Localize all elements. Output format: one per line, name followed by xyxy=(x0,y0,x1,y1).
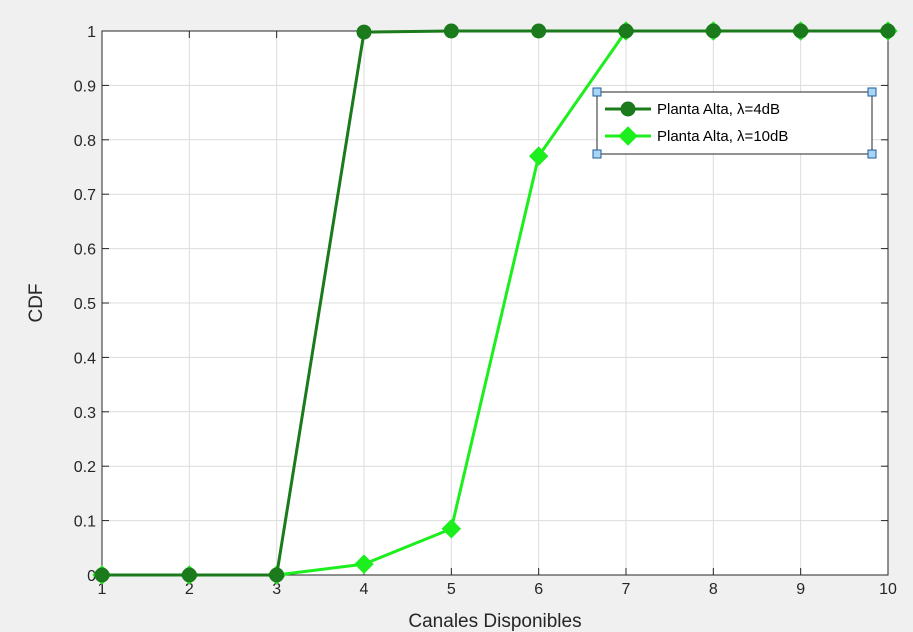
series-layer xyxy=(92,21,898,585)
y-tick-labels: 0 0.1 0.2 0.3 0.4 0.5 0.6 0.7 0.8 0.9 1 xyxy=(74,24,96,585)
legend-marker-circle xyxy=(620,101,636,117)
legend-entry[interactable]: Planta Alta, λ=4dB xyxy=(605,101,780,118)
data-point-diamond xyxy=(354,554,374,574)
x-tick-label: 8 xyxy=(709,581,718,598)
legend-label: Planta Alta, λ=4dB xyxy=(657,101,780,118)
x-tick-label: 1 xyxy=(98,581,107,598)
data-point-circle xyxy=(793,23,809,39)
legend-label: Planta Alta, λ=10dB xyxy=(657,128,788,145)
data-point-circle xyxy=(531,23,547,39)
y-tick-label: 0.1 xyxy=(74,514,96,531)
data-point-circle xyxy=(705,23,721,39)
y-tick-label: 0.5 xyxy=(74,296,96,313)
y-tick-label: 0.2 xyxy=(74,459,96,476)
x-axis-label: Canales Disponibles xyxy=(408,611,581,632)
y-tick-label: 0 xyxy=(87,568,96,585)
data-point-diamond xyxy=(441,519,462,539)
series-1 xyxy=(94,23,896,583)
data-point-circle xyxy=(356,24,372,40)
series-line xyxy=(102,29,888,577)
x-tick-label: 3 xyxy=(272,581,281,598)
selection-handle[interactable] xyxy=(867,87,877,97)
y-tick-label: 0.3 xyxy=(74,405,96,422)
y-axis-label: CDF xyxy=(26,283,47,322)
y-tick-label: 0.9 xyxy=(74,78,96,95)
data-point-circle xyxy=(618,23,634,39)
x-tick-label: 10 xyxy=(879,581,897,598)
y-tick-label: 1 xyxy=(87,24,96,41)
selection-handle[interactable] xyxy=(592,149,602,159)
x-tick-label: 7 xyxy=(622,581,631,598)
x-tick-label: 9 xyxy=(796,581,805,598)
data-point-circle xyxy=(181,567,197,583)
y-tick-label: 0.6 xyxy=(74,242,96,259)
data-point-diamond xyxy=(528,146,549,166)
data-point-circle xyxy=(269,567,285,583)
data-point-circle xyxy=(880,23,896,39)
x-tick-label: 2 xyxy=(185,581,194,598)
data-point-circle xyxy=(443,23,459,39)
y-tick-label: 0.4 xyxy=(74,350,96,367)
legend-entry[interactable]: Planta Alta, λ=10dB xyxy=(605,126,788,146)
y-tick-label: 0.8 xyxy=(74,133,96,150)
y-tick-label: 0.7 xyxy=(74,187,96,204)
x-tick-label: 6 xyxy=(534,581,543,598)
legend-box xyxy=(596,91,873,155)
selection-handle[interactable] xyxy=(867,149,877,159)
x-tick-label: 5 xyxy=(447,581,456,598)
legend-marker-diamond xyxy=(618,126,638,146)
data-point-circle xyxy=(94,567,110,583)
selection-handle[interactable] xyxy=(592,87,602,97)
x-tick-labels: 1 2 3 4 5 6 7 8 9 10 xyxy=(98,581,897,598)
x-tick-label: 4 xyxy=(360,581,369,598)
legend[interactable]: Planta Alta, λ=4dB Planta Alta, λ=10dB xyxy=(592,87,877,159)
